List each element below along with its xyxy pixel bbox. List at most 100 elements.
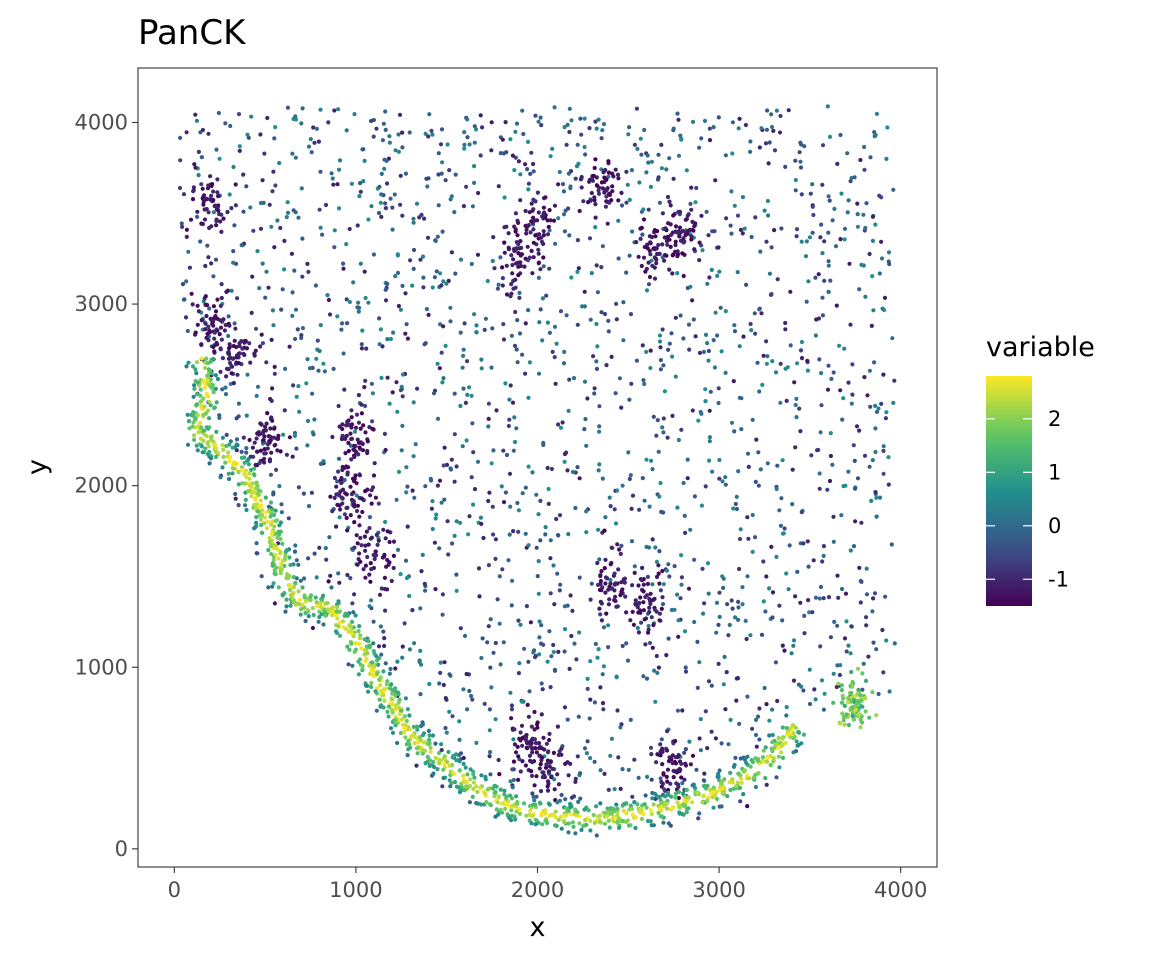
data-point <box>454 752 459 757</box>
data-point <box>217 332 222 337</box>
data-point <box>724 216 729 221</box>
data-point <box>367 526 372 531</box>
data-point <box>660 595 665 600</box>
data-point <box>326 579 331 584</box>
data-point <box>624 200 629 205</box>
data-point <box>534 750 539 755</box>
data-point <box>185 442 191 447</box>
data-point <box>764 759 770 764</box>
data-point <box>223 121 228 126</box>
data-point <box>478 113 483 118</box>
data-point <box>496 184 501 189</box>
legend-break-label: 2 <box>1048 407 1061 431</box>
data-point <box>874 713 879 718</box>
data-point <box>548 591 553 596</box>
data-point <box>864 566 869 571</box>
data-point <box>320 232 325 237</box>
data-point <box>630 583 635 588</box>
data-point <box>400 283 405 288</box>
data-point <box>835 663 840 668</box>
data-point <box>226 333 231 339</box>
data-point <box>752 311 757 316</box>
data-point <box>742 768 748 773</box>
data-point <box>810 230 815 235</box>
data-point <box>806 564 811 569</box>
data-point <box>515 360 520 365</box>
data-point <box>470 794 475 800</box>
data-point <box>278 520 284 525</box>
x-axis: 0 1000 2000 3000 4000 <box>168 867 927 902</box>
data-point <box>828 635 834 640</box>
data-point <box>883 416 889 421</box>
data-point <box>352 112 357 117</box>
data-point <box>683 665 688 670</box>
data-point <box>438 271 443 276</box>
data-point <box>389 578 394 584</box>
data-point <box>759 311 764 316</box>
data-point <box>283 553 288 558</box>
data-point <box>702 601 707 606</box>
data-point <box>602 187 607 192</box>
data-point <box>745 804 750 809</box>
data-point <box>582 116 587 121</box>
data-point <box>369 667 374 673</box>
data-point <box>664 167 669 172</box>
data-point <box>624 641 629 646</box>
data-point <box>457 768 462 773</box>
data-point <box>549 466 555 472</box>
data-point <box>204 313 209 319</box>
data-point <box>353 613 358 618</box>
data-point <box>604 194 609 199</box>
data-point <box>412 741 417 746</box>
data-point <box>467 800 472 805</box>
data-point <box>567 377 572 382</box>
data-point <box>534 794 539 799</box>
data-point <box>435 483 440 488</box>
data-point <box>370 391 375 396</box>
data-point <box>697 660 702 665</box>
data-point <box>470 421 475 426</box>
data-point <box>722 654 727 660</box>
data-point <box>418 724 424 729</box>
data-point <box>465 117 470 122</box>
data-point <box>232 321 237 326</box>
data-point <box>530 271 535 276</box>
data-point <box>566 532 571 537</box>
data-point <box>486 624 491 629</box>
data-point <box>557 749 562 754</box>
data-point <box>367 604 372 609</box>
data-point <box>885 125 890 130</box>
data-point <box>333 613 338 618</box>
data-point <box>265 519 271 524</box>
data-point <box>245 489 251 494</box>
data-point <box>599 136 604 141</box>
data-point <box>707 439 712 444</box>
data-point <box>647 248 652 254</box>
data-point <box>366 217 371 222</box>
data-point <box>306 269 311 274</box>
data-point <box>608 753 613 759</box>
data-point <box>610 184 615 189</box>
data-point <box>527 689 532 694</box>
data-point <box>385 709 390 714</box>
data-point <box>589 190 594 196</box>
data-point <box>341 625 346 630</box>
data-point <box>359 411 364 416</box>
data-point <box>376 662 381 667</box>
data-point <box>193 332 198 337</box>
data-point <box>852 694 857 699</box>
data-point <box>523 256 528 261</box>
data-point <box>863 709 868 714</box>
data-point <box>645 581 651 587</box>
data-point <box>237 148 242 153</box>
data-point <box>726 742 731 747</box>
data-point <box>249 114 254 119</box>
data-point <box>268 472 274 477</box>
data-point <box>443 178 448 183</box>
data-point <box>337 515 342 520</box>
data-point <box>642 127 647 133</box>
data-point <box>318 107 323 112</box>
data-point <box>377 677 382 682</box>
data-point <box>512 727 517 732</box>
data-point <box>718 785 723 790</box>
